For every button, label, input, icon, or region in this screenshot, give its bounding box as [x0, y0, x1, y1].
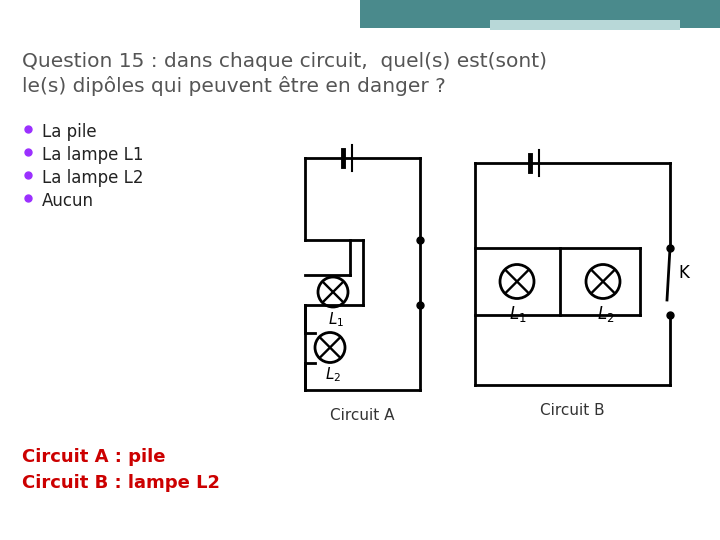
Text: K: K	[678, 265, 689, 282]
Text: $L_1$: $L_1$	[509, 303, 526, 323]
Text: Circuit B: Circuit B	[540, 403, 605, 418]
Text: Circuit B : lampe L2: Circuit B : lampe L2	[22, 474, 220, 492]
Text: Aucun: Aucun	[42, 192, 94, 210]
Text: Circuit A: Circuit A	[330, 408, 395, 423]
Text: $L_2$: $L_2$	[325, 366, 341, 384]
Text: $L_1$: $L_1$	[328, 310, 344, 329]
Bar	[490, 20, 680, 30]
Text: le(s) dipôles qui peuvent être en danger ?: le(s) dipôles qui peuvent être en danger…	[22, 76, 446, 96]
Text: La pile: La pile	[42, 123, 96, 141]
Text: Question 15 : dans chaque circuit,  quel(s) est(sont): Question 15 : dans chaque circuit, quel(…	[22, 52, 547, 71]
Bar	[360, 0, 720, 28]
Text: Circuit A : pile: Circuit A : pile	[22, 448, 166, 466]
Text: La lampe L1: La lampe L1	[42, 146, 143, 164]
Text: La lampe L2: La lampe L2	[42, 169, 143, 187]
Text: $L_2$: $L_2$	[597, 303, 614, 323]
